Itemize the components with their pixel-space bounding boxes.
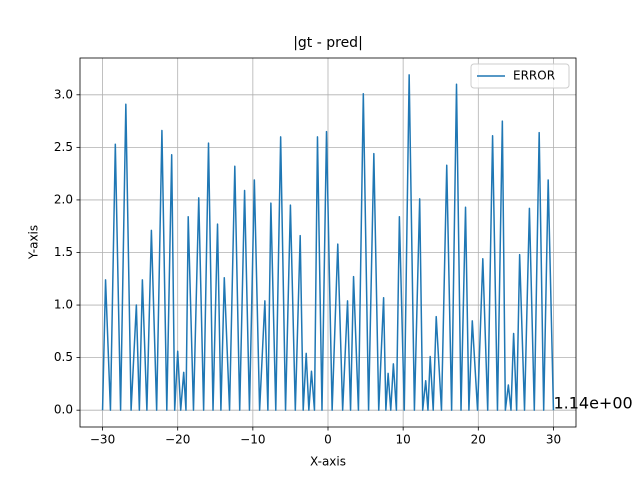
- y-tick-label: 3.0: [54, 87, 73, 101]
- y-tick-label: 0.5: [54, 350, 73, 364]
- x-tick-label: 20: [471, 433, 486, 447]
- x-axis-label: X-axis: [310, 455, 346, 469]
- chart-title: |gt - pred|: [293, 35, 363, 51]
- plot-frame: [79, 57, 577, 428]
- y-tick-label: 1.0: [54, 298, 73, 312]
- legend-box: [470, 63, 570, 89]
- x-tick-label: −20: [165, 433, 190, 447]
- x-tick-label: 30: [546, 433, 561, 447]
- x-tick-label: −30: [90, 433, 115, 447]
- line-series: [101, 74, 555, 411]
- y-tick-label: 2.5: [54, 140, 73, 154]
- x-tick-label: 0: [324, 433, 332, 447]
- y-tick-label: 0.0: [54, 403, 73, 417]
- x-tick-label: 10: [396, 433, 411, 447]
- legend-label: ERROR: [513, 69, 555, 83]
- annotation: 1.14e+00: [553, 394, 632, 413]
- y-axis-label: Y-axis: [27, 225, 41, 260]
- x-tick-label: −10: [240, 433, 265, 447]
- y-tick-label: 2.0: [54, 192, 73, 206]
- y-tick-label: 1.5: [54, 245, 73, 259]
